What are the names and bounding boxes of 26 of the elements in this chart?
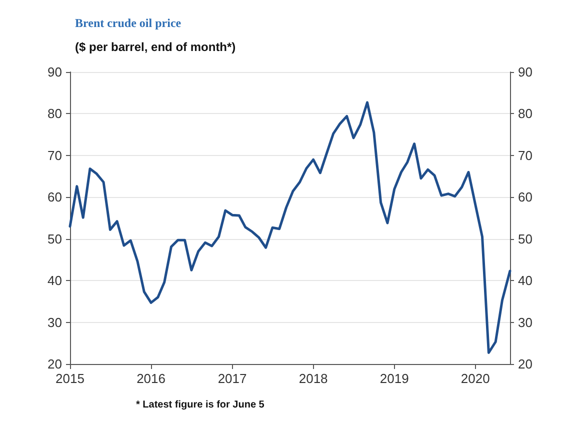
y2-tick-label: 80 <box>518 106 532 122</box>
y2-tick-label: 30 <box>518 314 532 330</box>
line-series <box>68 101 512 354</box>
x-tick-label: 2016 <box>136 371 166 386</box>
y2-tick-label: 60 <box>518 190 532 205</box>
x-tick-label: 2019 <box>380 371 409 386</box>
y2-tick-label: 90 <box>518 64 532 80</box>
y-tick-label: 30 <box>48 314 62 330</box>
x-tick-label: 2015 <box>56 371 84 386</box>
y2-tick-label: 70 <box>518 148 532 163</box>
y-tick-label: 40 <box>48 273 62 288</box>
y-tick-label: 80 <box>48 106 62 122</box>
text: * Latest figure is for June 5 <box>136 400 265 410</box>
y2-tick-label: 40 <box>518 273 532 288</box>
y-tick-label: 20 <box>48 356 62 372</box>
y-tick-label: 50 <box>48 231 62 246</box>
y2-tick-label: 50 <box>518 231 532 246</box>
chart-subtitle: ($ per barrel, end of month*) <box>75 40 236 54</box>
y-tick-label: 70 <box>48 148 62 163</box>
x-tick-label: 2020 <box>460 371 490 386</box>
x-tick-label: 2018 <box>298 371 328 386</box>
y-tick-label: 60 <box>48 190 62 205</box>
y2-tick-label: 20 <box>518 356 532 372</box>
chart-title: Brent crude oil price <box>75 16 182 30</box>
y-tick-label: 90 <box>48 64 62 80</box>
x-tick-label: 2017 <box>218 371 247 386</box>
